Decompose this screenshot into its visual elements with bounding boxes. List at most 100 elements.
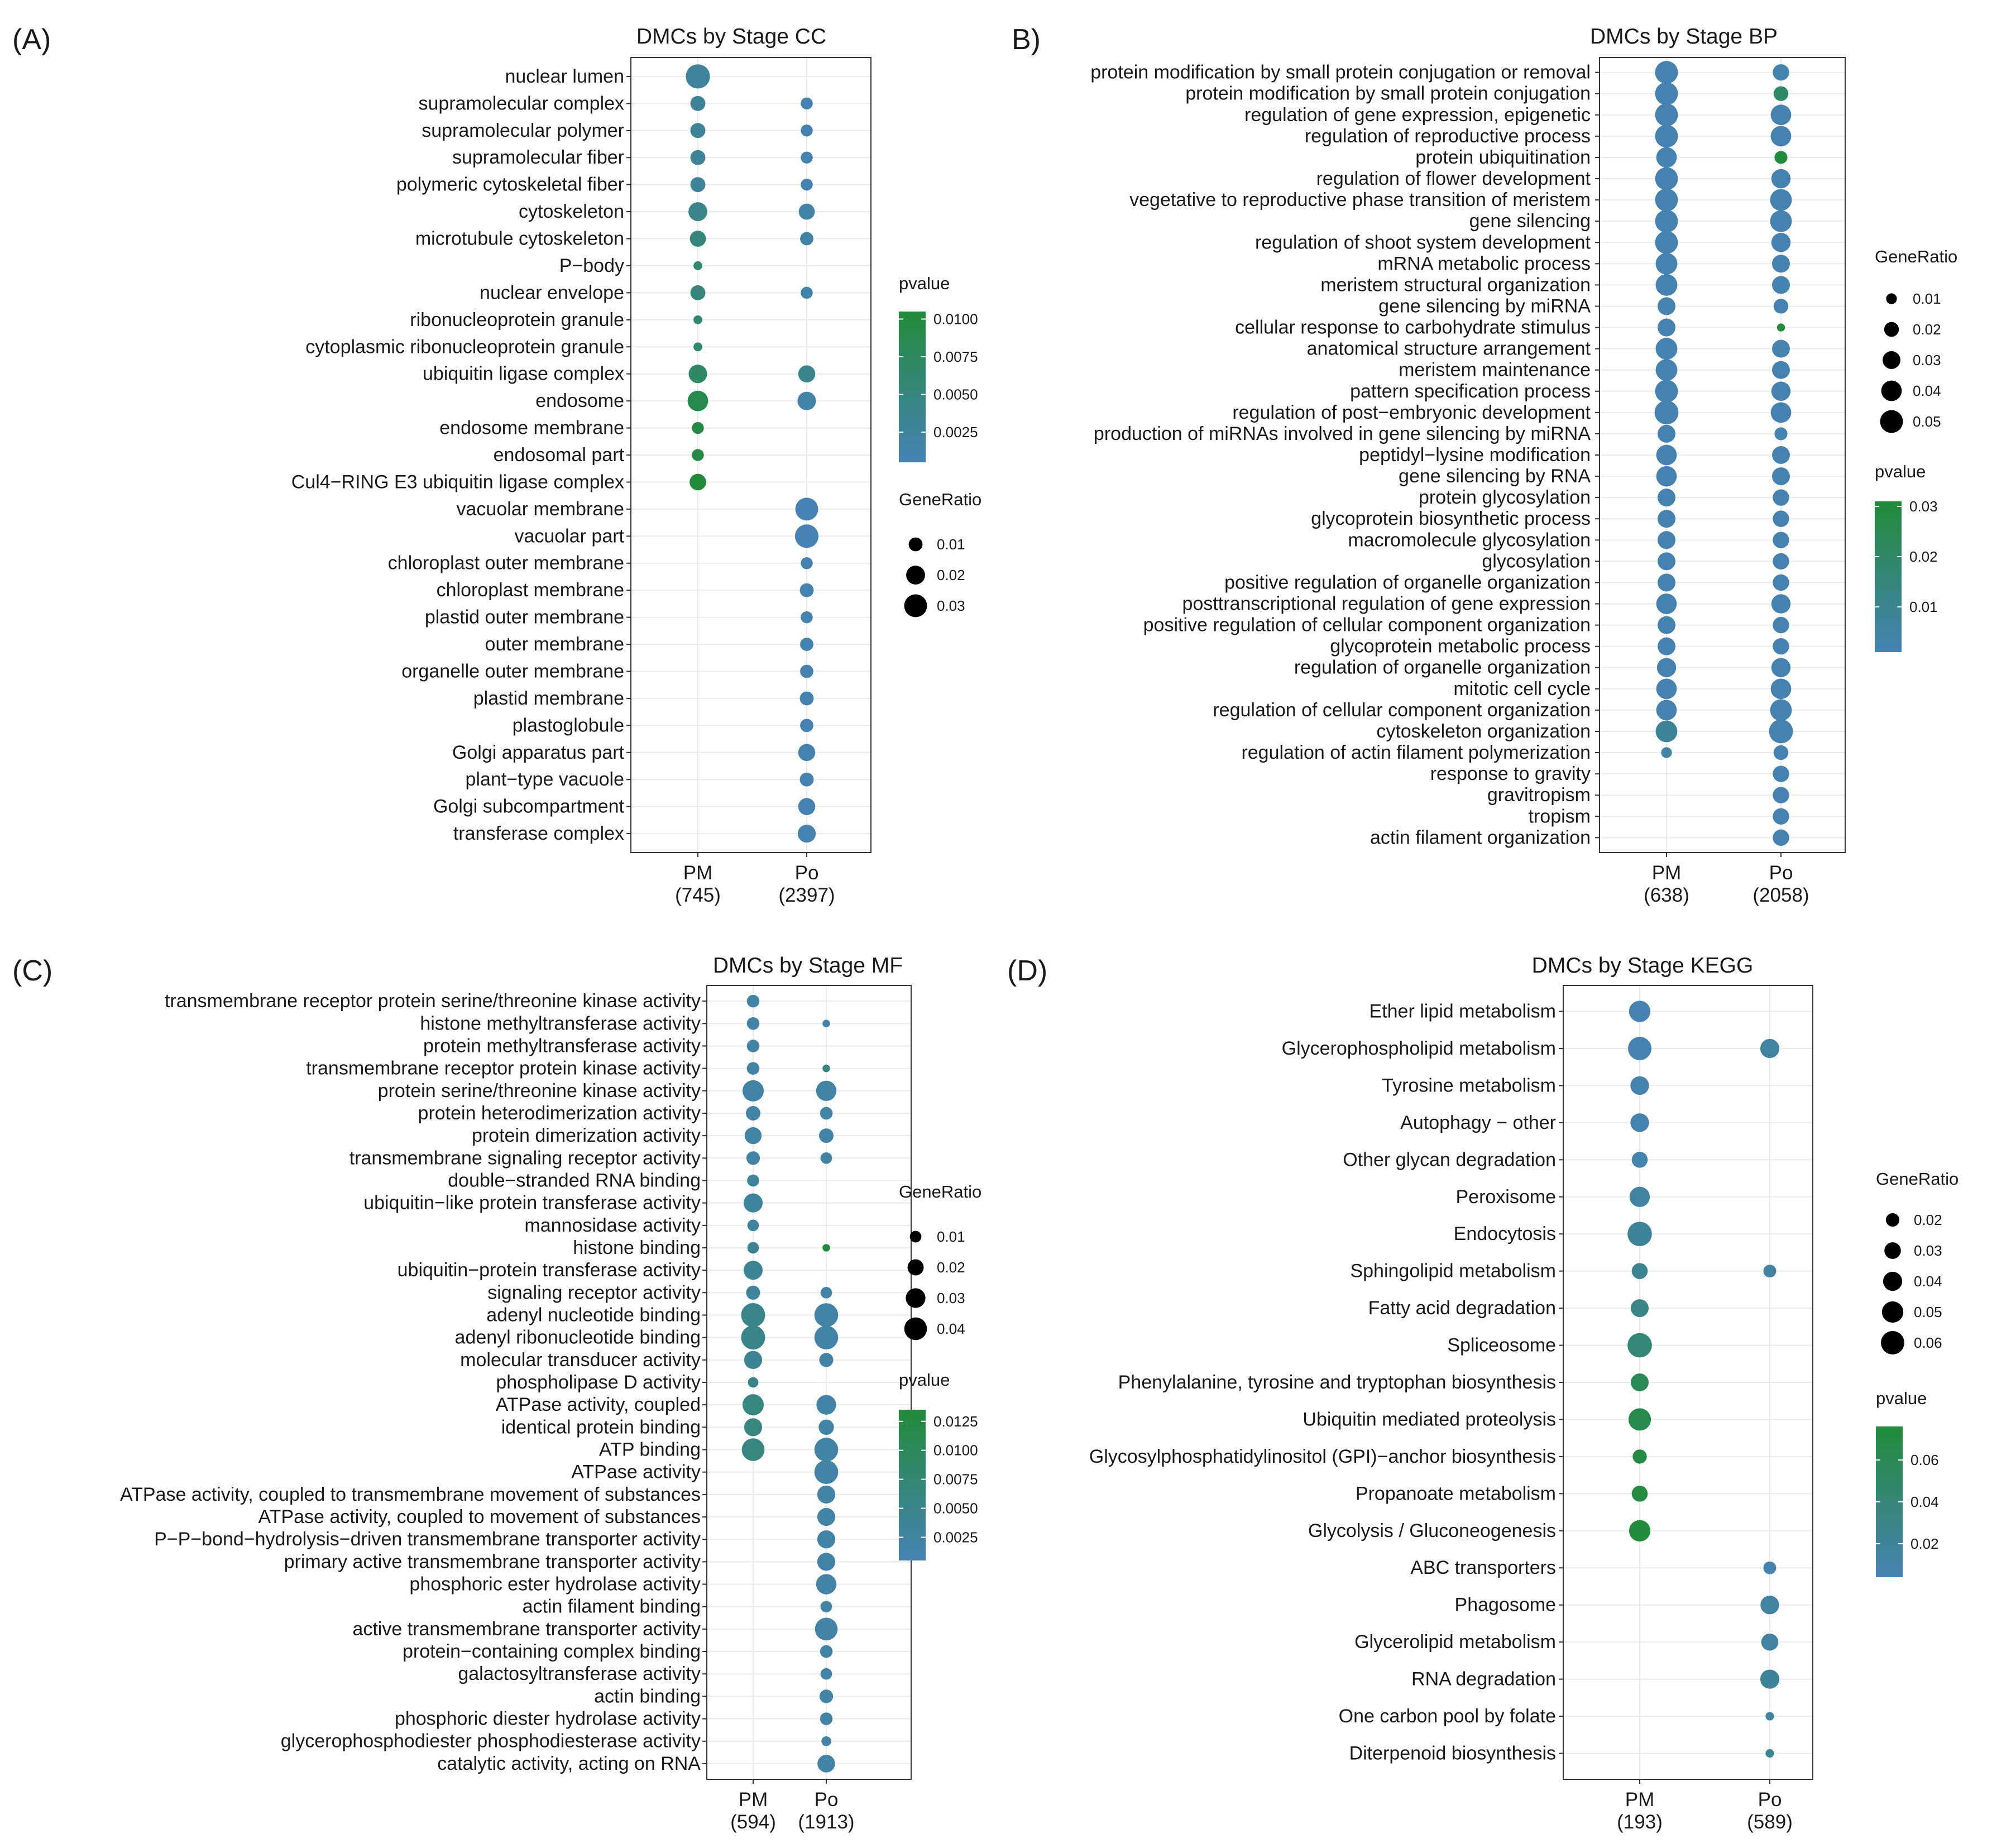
y-tick-label: ubiquitin ligase complex xyxy=(423,363,624,385)
y-tick-label: pattern specification process xyxy=(1350,381,1591,402)
data-point xyxy=(1773,489,1789,506)
legend-title-pvalue: pvalue xyxy=(1876,1389,1927,1408)
colorbar-tick-label: 0.0050 xyxy=(933,386,978,403)
data-point xyxy=(1772,255,1790,273)
data-point xyxy=(1631,1263,1648,1279)
y-tick-label: vacuolar part xyxy=(514,525,624,547)
data-point xyxy=(1656,147,1677,168)
data-point xyxy=(1772,339,1790,358)
data-point xyxy=(743,1261,763,1280)
y-tick-label: galactosyltransferase activity xyxy=(458,1663,701,1684)
x-tick-label: PM xyxy=(739,1789,768,1811)
data-point xyxy=(690,95,706,111)
data-point xyxy=(741,1325,765,1350)
data-points xyxy=(686,64,819,843)
y-tick-label: plastid outer membrane xyxy=(425,607,624,628)
data-point xyxy=(1770,402,1792,423)
data-point xyxy=(1655,188,1678,212)
data-point xyxy=(819,1689,834,1703)
y-tick-label: microtubule cytoskeleton xyxy=(415,228,624,250)
size-key-label: 0.02 xyxy=(1913,321,1941,338)
data-point xyxy=(1656,658,1677,677)
data-point xyxy=(688,202,707,222)
y-tick-label: supramolecular polymer xyxy=(422,120,624,141)
data-point xyxy=(1761,1633,1779,1651)
y-tick-label: Ubiquitin mediated proteolysis xyxy=(1303,1409,1556,1430)
size-key-dot xyxy=(904,594,927,617)
x-tick-label: PM xyxy=(1652,862,1682,884)
size-key-label: 0.02 xyxy=(937,1259,965,1276)
data-point xyxy=(1655,274,1678,296)
data-point xyxy=(818,1419,834,1435)
y-tick-label: cytoplasmic ribonucleoprotein granule xyxy=(305,336,624,357)
y-tick-label: peptidyl−lysine modification xyxy=(1359,444,1591,466)
data-point xyxy=(1772,467,1790,486)
data-point xyxy=(1773,86,1789,101)
size-key-label: 0.03 xyxy=(1914,1242,1942,1259)
data-point xyxy=(800,664,813,678)
y-tick-label: Golgi apparatus part xyxy=(452,742,625,763)
data-point xyxy=(690,285,706,300)
x-count-label: (589) xyxy=(1747,1811,1793,1833)
legends: pvalue 0.03 0.02 0.01 GeneRatio 0.01 0.02 0.03 0… xyxy=(1875,247,1957,652)
data-point xyxy=(816,1395,836,1415)
size-key-dot xyxy=(907,1259,924,1276)
size-key-dot xyxy=(1883,351,1900,369)
y-tick-label: histone methyltransferase activity xyxy=(420,1013,701,1034)
data-point xyxy=(798,203,815,220)
y-tick-label: regulation of shoot system development xyxy=(1255,232,1591,253)
data-point xyxy=(746,1062,760,1075)
data-point xyxy=(1655,82,1678,106)
colorbar-tick-label: 0.0050 xyxy=(933,1500,978,1517)
y-tick-label: macromolecule glycosylation xyxy=(1348,529,1591,550)
y-tick-label: plastid membrane xyxy=(473,688,624,709)
chart-title: DMCs by Stage CC xyxy=(636,25,826,49)
data-point xyxy=(817,1755,835,1773)
y-tick-label: endosome xyxy=(535,390,624,411)
data-point xyxy=(820,1286,832,1299)
data-point xyxy=(800,719,813,733)
data-point xyxy=(798,744,816,762)
data-point xyxy=(1628,1036,1651,1060)
y-tick-label: plastoglobule xyxy=(513,715,624,736)
data-point xyxy=(1655,338,1678,360)
data-point xyxy=(814,1438,839,1462)
data-point xyxy=(815,1617,838,1641)
data-point xyxy=(1763,1265,1776,1278)
y-tick-label: outer membrane xyxy=(485,634,624,655)
data-point xyxy=(1773,299,1789,314)
data-point xyxy=(1773,510,1789,527)
y-axis-labels: nuclear lumen supramolecular complex supra… xyxy=(291,66,631,844)
data-point xyxy=(1760,1669,1780,1689)
y-tick-label: regulation of organelle organization xyxy=(1294,657,1591,678)
data-point xyxy=(1773,638,1789,655)
x-count-label: (745) xyxy=(675,884,721,906)
y-tick-label: active transmembrane transporter activit… xyxy=(352,1619,701,1640)
y-tick-label: transmembrane signaling receptor activit… xyxy=(349,1147,701,1169)
data-point xyxy=(1658,573,1675,592)
y-tick-label: actin filament organization xyxy=(1370,827,1591,848)
data-point xyxy=(1770,104,1792,126)
data-point xyxy=(748,1377,759,1388)
data-point xyxy=(820,1712,833,1725)
data-point xyxy=(1773,64,1789,81)
data-point xyxy=(1629,1000,1651,1022)
data-point xyxy=(1773,829,1789,846)
data-point xyxy=(1656,700,1677,721)
data-point xyxy=(1627,1222,1652,1247)
data-point xyxy=(820,1668,832,1680)
y-tick-label: polymeric cytoskeletal fiber xyxy=(396,174,624,195)
data-point xyxy=(1773,745,1789,760)
data-point xyxy=(1658,510,1675,528)
data-point xyxy=(1760,1596,1779,1615)
data-point xyxy=(801,97,813,110)
data-point xyxy=(692,449,704,461)
data-point xyxy=(1658,318,1675,337)
legend-title-generatio: GeneRatio xyxy=(899,1182,981,1201)
data-point xyxy=(1629,1520,1651,1541)
data-point xyxy=(1630,1299,1649,1318)
data-point xyxy=(743,1193,763,1213)
gridlines xyxy=(707,986,911,1779)
data-point xyxy=(1655,103,1678,127)
x-count-label: (2397) xyxy=(778,884,835,906)
